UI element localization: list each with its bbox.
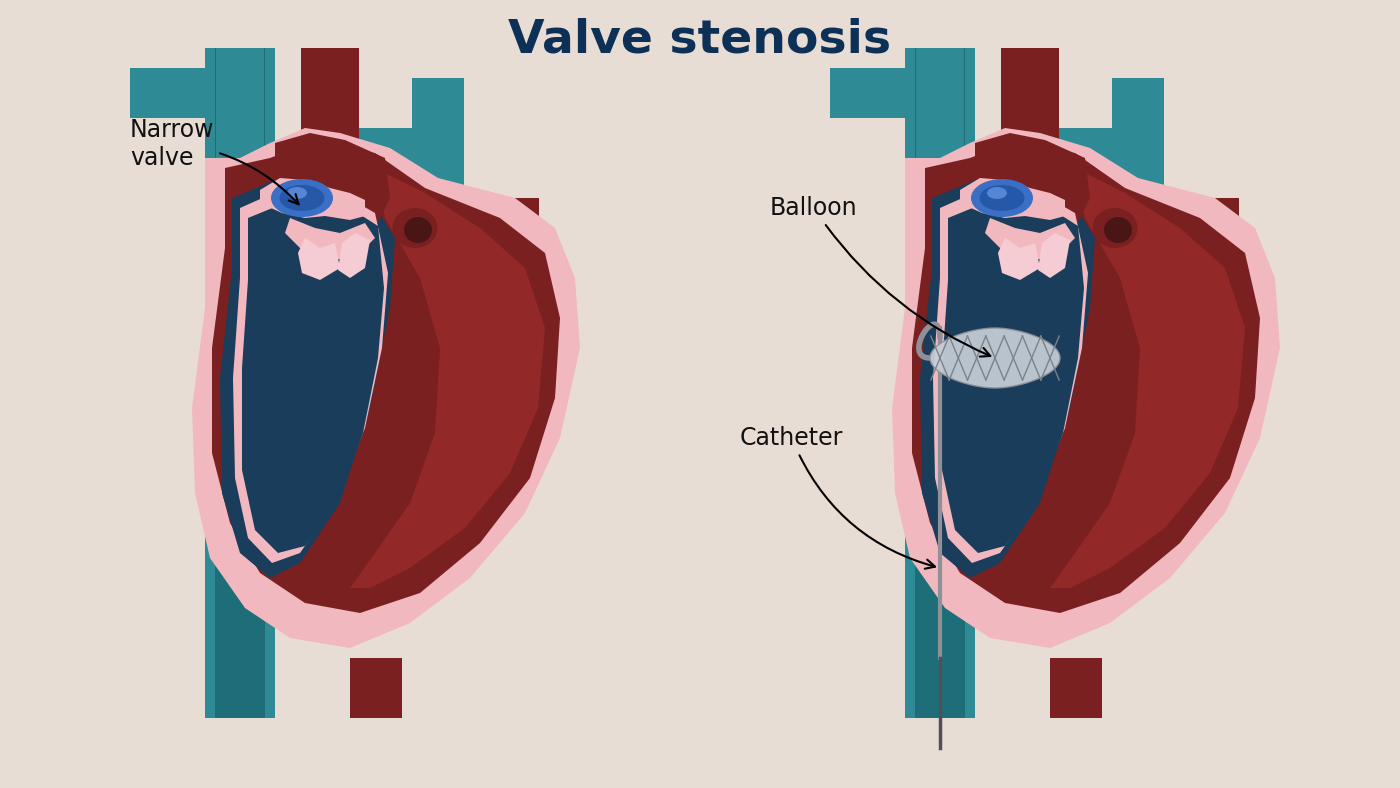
Polygon shape: [286, 218, 375, 260]
Polygon shape: [242, 200, 384, 553]
Polygon shape: [350, 658, 402, 718]
Polygon shape: [301, 48, 358, 368]
Polygon shape: [916, 48, 965, 158]
Polygon shape: [930, 328, 1060, 388]
Polygon shape: [211, 143, 560, 613]
Polygon shape: [974, 133, 1091, 238]
Ellipse shape: [272, 179, 333, 217]
Polygon shape: [1050, 658, 1102, 718]
Polygon shape: [904, 658, 974, 718]
Polygon shape: [260, 178, 365, 220]
Polygon shape: [1205, 198, 1239, 258]
Polygon shape: [1112, 78, 1163, 298]
Polygon shape: [920, 178, 1095, 578]
Ellipse shape: [280, 185, 325, 211]
Polygon shape: [1058, 128, 1163, 178]
Polygon shape: [960, 178, 1065, 220]
Ellipse shape: [1105, 217, 1133, 243]
Ellipse shape: [1092, 208, 1137, 248]
Ellipse shape: [392, 208, 437, 248]
Polygon shape: [1037, 233, 1070, 278]
Polygon shape: [274, 133, 391, 238]
Polygon shape: [998, 238, 1040, 280]
Polygon shape: [986, 218, 1075, 260]
Text: Catheter: Catheter: [741, 426, 935, 569]
Polygon shape: [358, 128, 463, 178]
Polygon shape: [916, 48, 965, 718]
Polygon shape: [192, 128, 580, 648]
Text: Narrow
valve: Narrow valve: [130, 118, 298, 204]
Ellipse shape: [287, 187, 307, 199]
Polygon shape: [337, 233, 370, 278]
Polygon shape: [904, 48, 974, 718]
Ellipse shape: [972, 179, 1033, 217]
Polygon shape: [892, 128, 1280, 648]
Polygon shape: [911, 143, 1260, 613]
Polygon shape: [298, 238, 340, 280]
Ellipse shape: [980, 185, 1025, 211]
Polygon shape: [350, 168, 545, 588]
Polygon shape: [942, 200, 1084, 553]
Polygon shape: [412, 78, 463, 298]
Ellipse shape: [405, 217, 433, 243]
Polygon shape: [232, 188, 388, 563]
Text: Balloon: Balloon: [770, 196, 990, 357]
Polygon shape: [204, 48, 274, 718]
Polygon shape: [505, 198, 539, 258]
Polygon shape: [130, 68, 274, 118]
Polygon shape: [216, 48, 265, 158]
Polygon shape: [830, 68, 974, 118]
Polygon shape: [1001, 48, 1058, 368]
Polygon shape: [1050, 168, 1245, 588]
Polygon shape: [932, 188, 1088, 563]
Text: Valve stenosis: Valve stenosis: [508, 17, 892, 62]
Polygon shape: [204, 658, 274, 718]
Polygon shape: [220, 178, 395, 578]
Ellipse shape: [987, 187, 1007, 199]
Polygon shape: [216, 48, 265, 718]
